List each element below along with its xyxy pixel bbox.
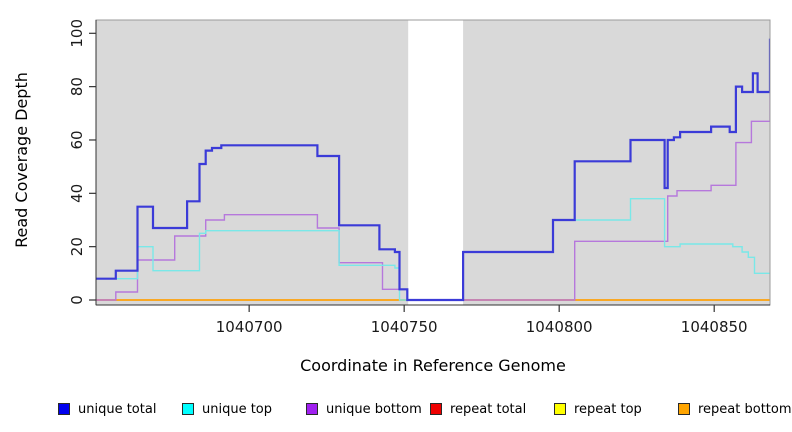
y-tick-label: 20	[68, 237, 86, 256]
legend-swatch-icon	[182, 403, 194, 415]
y-tick-label: 0	[68, 295, 86, 305]
legend-swatch-icon	[430, 403, 442, 415]
x-tick-label: 1040750	[371, 318, 438, 336]
legend-item-repeat-top: repeat top	[554, 399, 642, 419]
legend-label: unique bottom	[326, 401, 422, 417]
legend-label: unique top	[202, 401, 273, 417]
y-axis-label: Read Coverage Depth	[12, 72, 31, 248]
legend: unique total unique top unique bottom repea…	[0, 399, 792, 423]
series-line-unique-total	[96, 38, 770, 302]
legend-label: repeat top	[574, 401, 642, 417]
legend-swatch-icon	[306, 403, 318, 415]
y-tick-label: 40	[68, 184, 86, 203]
y-tick-label: 60	[68, 130, 86, 149]
legend-label: repeat total	[450, 401, 527, 417]
legend-swatch-icon	[554, 403, 566, 415]
legend-item-repeat-total: repeat total	[430, 399, 526, 419]
legend-label: repeat bottom	[698, 401, 792, 417]
legend-swatch-icon	[58, 403, 70, 415]
legend-item-unique-top: unique top	[182, 399, 272, 419]
y-tick-label: 80	[68, 77, 86, 96]
y-tick-label: 100	[68, 19, 86, 48]
legend-label: unique total	[78, 401, 157, 417]
legend-item-repeat-bottom: repeat bottom	[678, 399, 792, 419]
series-line-unique-bottom	[96, 92, 770, 301]
x-tick-label: 1040700	[216, 318, 283, 336]
alignment-gap-band	[408, 20, 464, 305]
x-tick-label: 1040800	[526, 318, 593, 336]
legend-item-unique-bottom: unique bottom	[306, 399, 422, 419]
x-axis-label: Coordinate in Reference Genome	[300, 356, 566, 375]
legend-item-unique-total: unique total	[58, 399, 156, 419]
legend-swatch-icon	[678, 403, 690, 415]
x-tick-label: 1040850	[681, 318, 748, 336]
